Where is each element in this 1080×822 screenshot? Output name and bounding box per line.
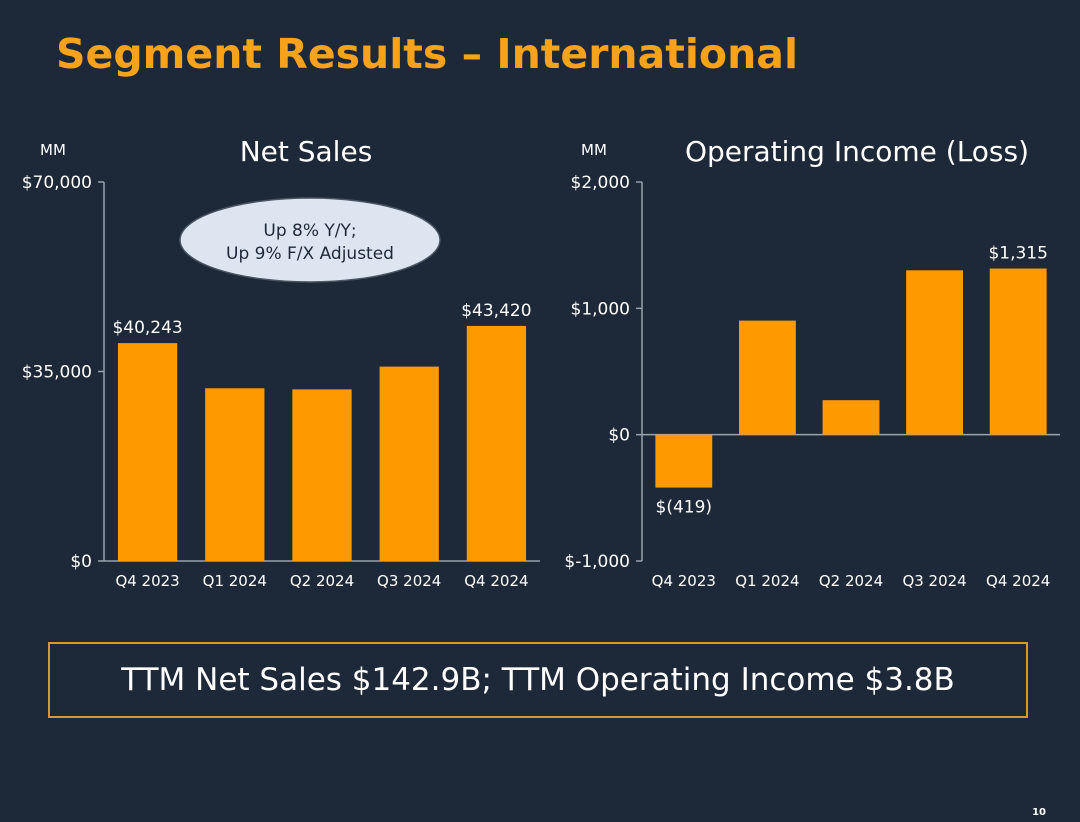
bar-q4-2024 [989, 268, 1047, 435]
callout-text: Up 9% F/X Adjusted [226, 244, 394, 264]
operating-income-chart: MM Operating Income (Loss) $-1,000 $0 $1,000… [564, 135, 1060, 590]
unit-label: MM [581, 141, 607, 159]
x-tick-label: Q4 2024 [464, 572, 528, 590]
x-tick-label: Q1 2024 [203, 572, 267, 590]
data-label: $(419) [656, 498, 713, 518]
chart-title: Net Sales [240, 135, 373, 168]
chart-title: Operating Income (Loss) [685, 135, 1029, 168]
x-tick-label: Q3 2024 [902, 572, 966, 590]
y-tick-label: $2,000 [571, 173, 630, 193]
bar-q4-2023 [655, 434, 713, 488]
y-tick-label: $35,000 [22, 363, 92, 383]
bar-q4-2024 [466, 325, 527, 561]
page-number: 10 [1032, 807, 1046, 818]
y-tick-label: $70,000 [22, 173, 92, 193]
y-tick-label: $1,000 [571, 299, 630, 319]
bar-q2-2024 [292, 389, 352, 561]
ttm-summary-text: TTM Net Sales $142.9B; TTM Operating Inc… [121, 662, 955, 698]
data-label: $43,420 [461, 301, 531, 321]
x-tick-label: Q2 2024 [819, 572, 883, 590]
ttm-summary-box: TTM Net Sales $142.9B; TTM Operating Inc… [48, 642, 1028, 718]
x-tick-label: Q2 2024 [290, 572, 354, 590]
x-tick-label: Q4 2023 [652, 572, 716, 590]
callout-ellipse [179, 197, 441, 283]
unit-label: MM [40, 141, 66, 159]
bar-q2-2024 [822, 400, 880, 435]
x-tick-label: Q3 2024 [377, 572, 441, 590]
net-sales-chart: MM Net Sales $0 $35,000 $70,000 Q4 2023 $40,24… [22, 135, 540, 590]
bar-q4-2023 [117, 343, 178, 561]
x-tick-label: Q4 2024 [986, 572, 1050, 590]
bar-q1-2024 [738, 320, 796, 435]
slide-title: Segment Results – International [56, 30, 799, 78]
data-label: $1,315 [988, 244, 1047, 264]
bar-q3-2024 [906, 270, 964, 435]
data-label: $40,243 [112, 318, 182, 338]
y-tick-label: $-1,000 [564, 552, 630, 572]
bar-q1-2024 [205, 388, 265, 561]
y-tick-label: $0 [70, 552, 92, 572]
x-tick-label: Q4 2023 [115, 572, 179, 590]
callout-text: Up 8% Y/Y; [263, 221, 356, 241]
x-tick-label: Q1 2024 [735, 572, 799, 590]
bar-q3-2024 [379, 366, 439, 561]
y-tick-label: $0 [608, 426, 630, 446]
